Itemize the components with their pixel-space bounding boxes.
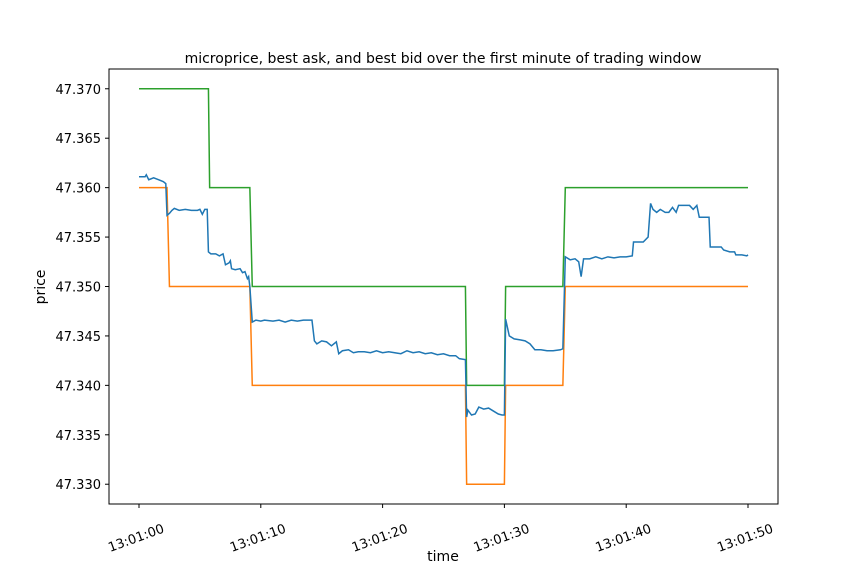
x-tick-label: 13:01:30 <box>472 522 532 556</box>
x-tick-label: 13:01:40 <box>594 522 654 556</box>
y-tick-label: 47.345 <box>56 330 102 345</box>
x-axis: 13:01:00 13:01:10 13:01:20 13:01:30 13:01:40… <box>106 504 775 556</box>
x-tick-label: 13:01:10 <box>228 522 288 556</box>
x-tick-label: 13:01:50 <box>715 522 775 556</box>
series-line-best-bid <box>139 186 748 485</box>
y-tick-label: 47.355 <box>56 231 102 246</box>
y-axis-title: price <box>33 270 49 305</box>
chart-title: microprice, best ask, and best bid over … <box>185 51 702 67</box>
x-tick-label: 13:01:00 <box>106 522 166 556</box>
y-tick-label: 47.360 <box>56 182 102 197</box>
y-tick-label: 47.330 <box>56 478 102 493</box>
series-line-best-ask <box>139 88 748 387</box>
x-axis-title: time <box>427 549 459 565</box>
y-tick-label: 47.340 <box>56 379 102 394</box>
y-tick-label: 47.335 <box>56 429 102 444</box>
y-axis: 47.330 47.335 47.340 47.345 47.350 47.355 47.3… <box>56 83 109 493</box>
y-tick-label: 47.365 <box>56 132 102 147</box>
series-layer <box>139 88 749 485</box>
x-tick-label: 13:01:20 <box>350 522 410 556</box>
y-tick-label: 47.370 <box>56 83 102 98</box>
series-line-microprice <box>139 173 749 418</box>
y-tick-label: 47.350 <box>56 281 102 296</box>
